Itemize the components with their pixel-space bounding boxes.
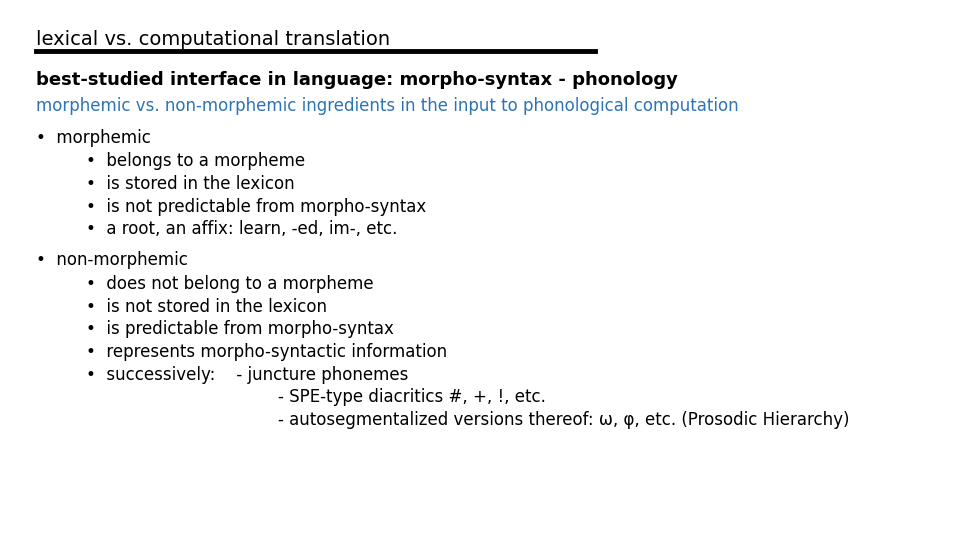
Text: •  represents morpho-syntactic information: • represents morpho-syntactic informatio… bbox=[86, 343, 447, 361]
Text: •  successively:    - juncture phonemes: • successively: - juncture phonemes bbox=[86, 366, 409, 383]
Text: - SPE-type diacritics #, +, !, etc.: - SPE-type diacritics #, +, !, etc. bbox=[278, 388, 546, 406]
Text: •  is stored in the lexicon: • is stored in the lexicon bbox=[86, 175, 295, 193]
Text: best-studied interface in language: morpho-syntax - phonology: best-studied interface in language: morp… bbox=[36, 71, 679, 89]
Text: •  does not belong to a morpheme: • does not belong to a morpheme bbox=[86, 275, 374, 293]
Text: •  is not predictable from morpho-syntax: • is not predictable from morpho-syntax bbox=[86, 198, 426, 215]
Text: •  is not stored in the lexicon: • is not stored in the lexicon bbox=[86, 298, 327, 315]
Text: lexical vs. computational translation: lexical vs. computational translation bbox=[36, 30, 391, 49]
Text: •  is predictable from morpho-syntax: • is predictable from morpho-syntax bbox=[86, 320, 395, 338]
Text: •  morphemic: • morphemic bbox=[36, 129, 152, 146]
Text: - autosegmentalized versions thereof: ω, φ, etc. (Prosodic Hierarchy): - autosegmentalized versions thereof: ω,… bbox=[278, 411, 850, 429]
Text: morphemic vs. non-morphemic ingredients in the input to phonological computation: morphemic vs. non-morphemic ingredients … bbox=[36, 97, 739, 115]
Text: •  non-morphemic: • non-morphemic bbox=[36, 251, 188, 269]
Text: •  a root, an affix: learn, -ed, im-, etc.: • a root, an affix: learn, -ed, im-, etc… bbox=[86, 220, 397, 238]
Text: •  belongs to a morpheme: • belongs to a morpheme bbox=[86, 152, 305, 170]
